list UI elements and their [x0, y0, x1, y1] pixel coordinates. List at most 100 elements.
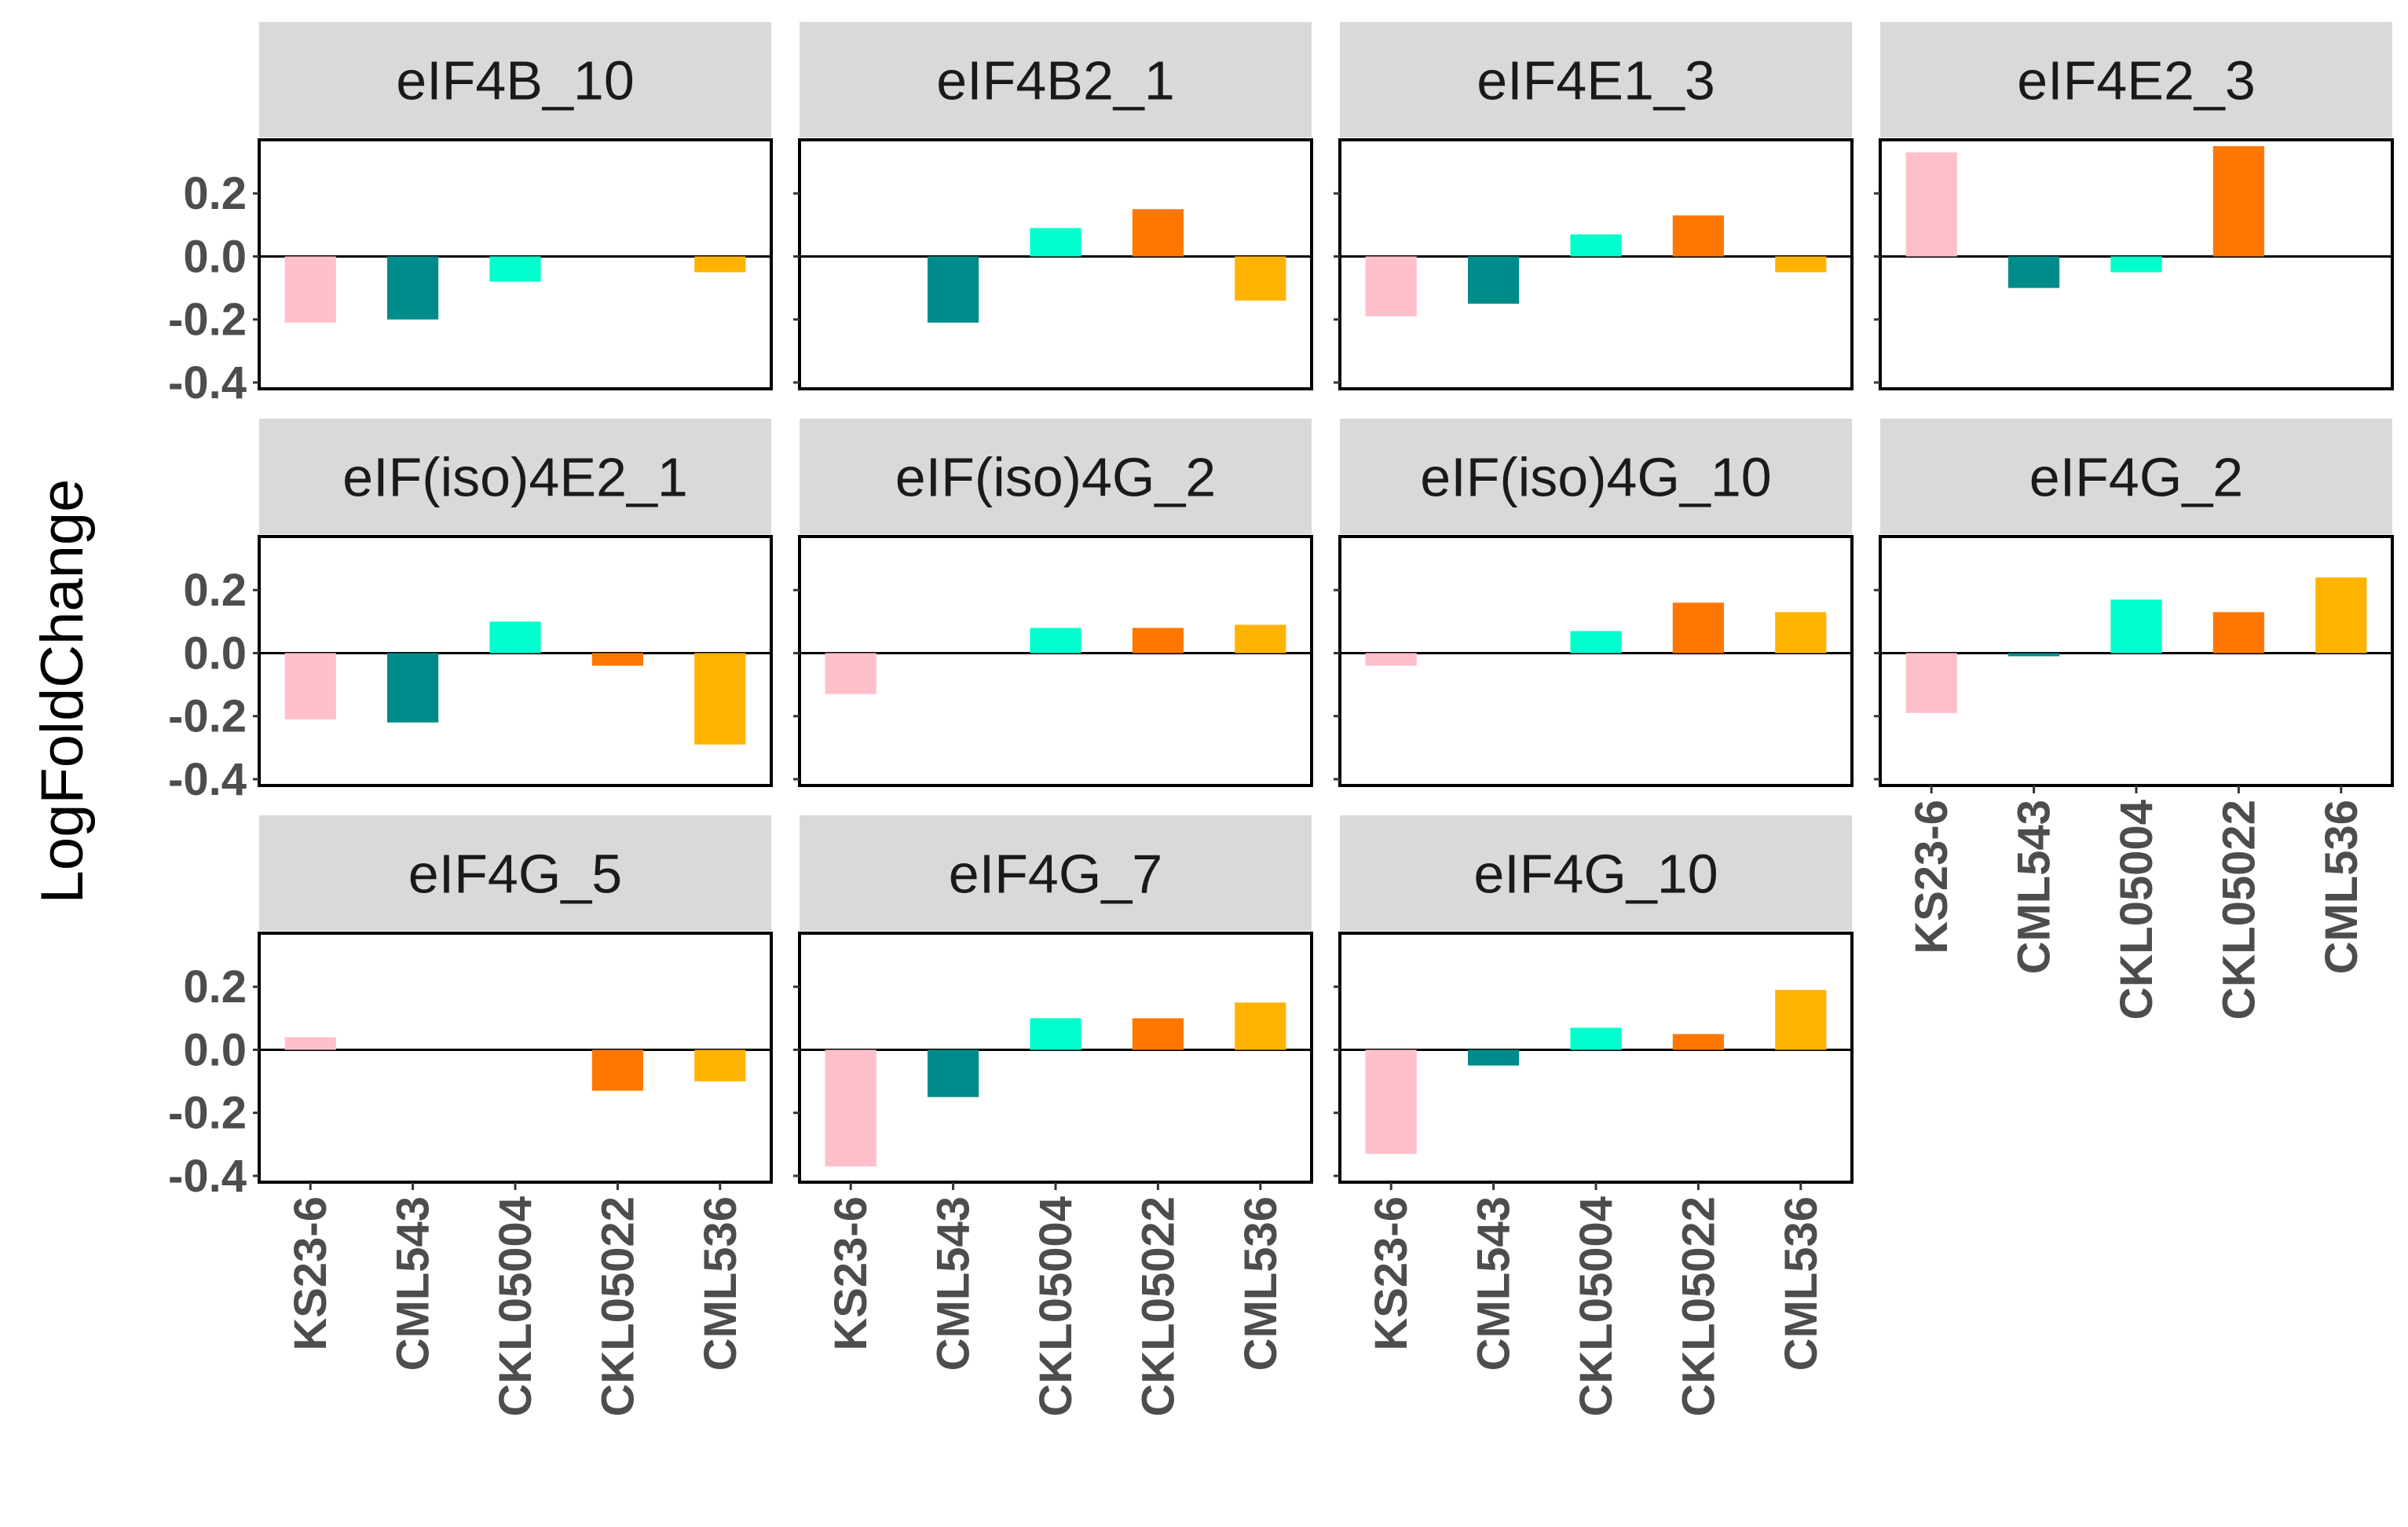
x-tick-label-eif4g-5-cml543: CML543: [388, 1196, 439, 1371]
y-tick-label-eif-iso-4e2-1-2: -0.2: [168, 691, 247, 742]
y-axis-title: LogFoldChange: [29, 479, 96, 904]
panel-title-eif4e2-3: eIF4E2_3: [2017, 50, 2256, 112]
panel-title-eif4g-10: eIF4G_10: [1473, 844, 1718, 905]
bar-eif4g-10-ckl05004: [1570, 1027, 1622, 1050]
bar-eif4e2-3-cml543: [2008, 256, 2060, 288]
bar-eif4b-10-ks23-6: [284, 256, 336, 323]
bar-eif4g-2-ckl05004: [2110, 599, 2162, 654]
panel-strip-eif-iso-4g-10: [1340, 419, 1852, 534]
panel-strip-eif4g-7: [800, 815, 1312, 931]
panel-strip-eif4b2-1: [800, 22, 1312, 137]
x-tick-label-eif4g-7-ckl05022: CKL05022: [1133, 1196, 1184, 1416]
bar-eif4b2-1-cml536: [1235, 256, 1286, 301]
panel-title-eif-iso-4g-10: eIF(iso)4G_10: [1420, 447, 1771, 508]
bar-eif-iso-4g-2-cml536: [1235, 624, 1286, 654]
bar-eif4g-7-ks23-6: [825, 1049, 876, 1166]
bar-eif4e1-3-cml536: [1775, 256, 1827, 273]
panel-border-eif-iso-4e2-1: [258, 535, 773, 787]
bar-eif-iso-4e2-1-ckl05004: [489, 621, 541, 654]
y-tick-label-eif-iso-4e2-1-1: 0.0: [183, 628, 247, 679]
panel-strip-eif-iso-4g-2: [800, 419, 1312, 534]
panel-border-eif4g-10: [1338, 932, 1854, 1184]
y-tick-label-eif4g-5-3: -0.4: [168, 1151, 247, 1202]
x-tick-label-eif4g-7-ks23-6: KS23-6: [825, 1196, 876, 1351]
panel-border-eif4e1-3: [1338, 138, 1854, 390]
panel-border-eif4b2-1: [798, 138, 1313, 390]
panel-title-eif4g-2: eIF4G_2: [2029, 447, 2243, 508]
y-tick-label-eif4g-5-0: 0.2: [183, 961, 247, 1013]
bar-eif4g-7-ckl05022: [1132, 1018, 1184, 1050]
bar-eif-iso-4g-10-ckl05022: [1672, 602, 1724, 654]
bar-eif-iso-4e2-1-cml536: [694, 653, 746, 745]
bar-eif-iso-4g-10-ks23-6: [1365, 653, 1417, 666]
bar-eif4b-10-ckl05004: [489, 256, 541, 282]
x-tick-label-eif4g-10-ckl05004: CKL05004: [1571, 1196, 1622, 1416]
y-tick-label-eif4b-10-1: 0.0: [183, 231, 247, 282]
bar-eif4g-10-ks23-6: [1365, 1049, 1417, 1154]
bar-eif4g-2-cml543: [2008, 653, 2060, 657]
y-tick-label-eif4b-10-3: -0.4: [168, 357, 247, 408]
bar-eif4e1-3-ckl05004: [1570, 234, 1622, 257]
panel-strip-eif-iso-4e2-1: [259, 419, 771, 534]
x-tick-label-eif4g-7-ckl05004: CKL05004: [1030, 1196, 1081, 1416]
panel-title-eif4b-10: eIF4B_10: [396, 50, 635, 112]
bar-eif4g-7-cml536: [1235, 1002, 1286, 1050]
panel-border-eif4b-10: [258, 138, 773, 390]
panel-title-eif-iso-4g-2: eIF(iso)4G_2: [895, 447, 1216, 508]
bar-eif4g-5-ks23-6: [284, 1037, 336, 1050]
x-tick-label-eif4g-2-ks23-6: KS23-6: [1906, 800, 1957, 954]
panel-border-eif4e2-3: [1879, 138, 2394, 390]
x-tick-label-eif4g-7-cml543: CML543: [928, 1196, 979, 1371]
panel-border-eif-iso-4g-10: [1338, 535, 1854, 787]
bar-eif-iso-4g-10-cml536: [1775, 612, 1827, 654]
x-tick-label-eif4g-2-ckl05022: CKL05022: [2213, 800, 2264, 1020]
bar-eif-iso-4g-10-ckl05004: [1570, 631, 1622, 654]
bar-eif4g-2-ckl05022: [2212, 612, 2264, 654]
panel-title-eif4e1-3: eIF4E1_3: [1477, 50, 1715, 112]
x-tick-label-eif4g-10-cml543: CML543: [1469, 1196, 1520, 1371]
x-tick-label-eif4g-10-ks23-6: KS23-6: [1366, 1196, 1417, 1351]
bar-eif4e2-3-ks23-6: [1905, 152, 1957, 257]
bar-eif-iso-4e2-1-cml543: [387, 653, 439, 723]
bar-eif4g-7-ckl05004: [1030, 1018, 1081, 1050]
bar-eif4b2-1-cml543: [928, 256, 979, 323]
bar-eif-iso-4e2-1-ckl05022: [591, 653, 643, 666]
x-tick-label-eif4g-2-cml536: CML536: [2316, 800, 2367, 974]
bar-eif4b2-1-ckl05004: [1030, 228, 1081, 257]
panel-strip-eif4g-2: [1880, 419, 2392, 534]
y-tick-label-eif4b-10-2: -0.2: [168, 295, 247, 346]
x-tick-label-eif4g-5-ckl05022: CKL05022: [592, 1196, 643, 1416]
bar-eif-iso-4g-2-ckl05022: [1132, 628, 1184, 654]
x-tick-label-eif4g-5-ks23-6: KS23-6: [285, 1196, 336, 1351]
bar-eif4g-5-ckl05022: [591, 1049, 643, 1091]
bar-eif4b-10-cml543: [387, 256, 439, 320]
bar-eif4b-10-cml536: [694, 256, 746, 273]
panel-strip-eif4e2-3: [1880, 22, 2392, 137]
x-tick-label-eif4g-10-cml536: CML536: [1776, 1196, 1827, 1371]
bar-eif4g-2-cml536: [2315, 577, 2367, 654]
panel-strip-eif4e1-3: [1340, 22, 1852, 137]
y-tick-label-eif4b-10-0: 0.2: [183, 168, 247, 219]
bar-eif4e2-3-ckl05022: [2212, 146, 2264, 257]
bar-eif4g-10-cml536: [1775, 990, 1827, 1050]
bar-eif4g-7-cml543: [928, 1049, 979, 1097]
bar-eif-iso-4e2-1-ks23-6: [284, 653, 336, 720]
bar-eif4g-5-cml536: [694, 1049, 746, 1082]
x-tick-label-eif4g-10-ckl05022: CKL05022: [1673, 1196, 1724, 1416]
panel-title-eif4b2-1: eIF4B2_1: [936, 50, 1175, 112]
panel-strip-eif4g-10: [1340, 815, 1852, 931]
x-tick-label-eif4g-5-ckl05004: CKL05004: [490, 1196, 541, 1416]
panel-title-eif-iso-4e2-1: eIF(iso)4E2_1: [342, 447, 688, 508]
x-tick-label-eif4g-7-cml536: CML536: [1235, 1196, 1286, 1371]
panel-title-eif4g-7: eIF4G_7: [949, 844, 1162, 905]
panel-border-eif4g-7: [798, 932, 1313, 1184]
bar-eif4g-10-cml543: [1468, 1049, 1520, 1066]
y-tick-label-eif-iso-4e2-1-0: 0.2: [183, 565, 247, 616]
bar-eif4g-2-ks23-6: [1905, 653, 1957, 713]
bar-eif4b2-1-ckl05022: [1132, 209, 1184, 257]
bar-eif4g-10-ckl05022: [1672, 1034, 1724, 1050]
y-tick-label-eif4g-5-1: 0.0: [183, 1024, 247, 1075]
x-tick-label-eif4g-2-cml543: CML543: [2009, 800, 2060, 974]
